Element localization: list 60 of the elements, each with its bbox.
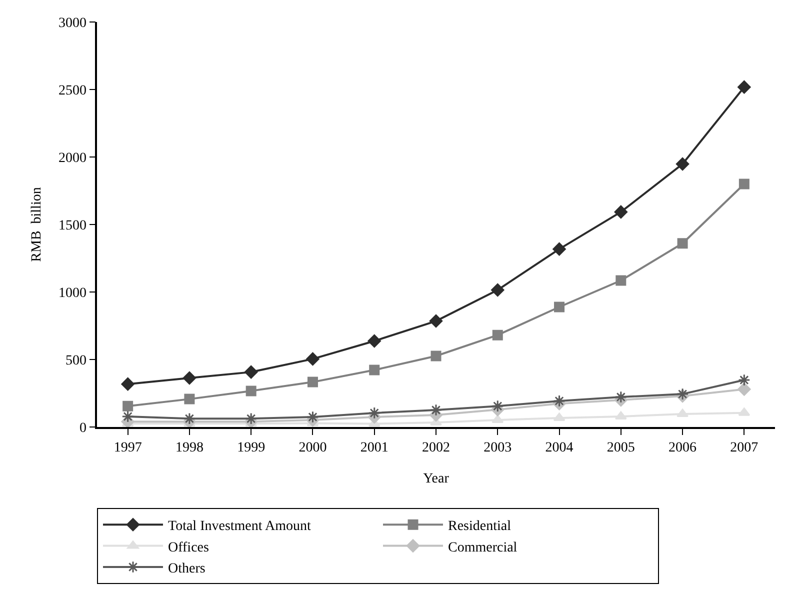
point (553, 394, 566, 408)
y-tick-label: 500 (65, 353, 86, 368)
point (491, 400, 504, 412)
y-tick-label: 0 (79, 420, 86, 436)
y-tick-label: 2000 (58, 150, 86, 166)
y-tick-label: 3000 (58, 16, 86, 31)
point (430, 404, 442, 416)
legend-label: Commercial (448, 540, 518, 556)
legend-label: Total Investment Amount (168, 519, 311, 534)
y-tick-label: 1000 (58, 286, 86, 301)
point (676, 408, 688, 418)
point (429, 314, 443, 328)
legend-label: Residential (448, 519, 512, 534)
x-tick-label: 2004 (545, 440, 574, 456)
point (244, 365, 258, 379)
point (616, 275, 626, 286)
point (738, 178, 750, 190)
point (676, 388, 689, 400)
point (246, 386, 256, 396)
point (738, 374, 750, 386)
point (677, 238, 688, 249)
point (306, 410, 319, 424)
point (491, 283, 504, 297)
x-tick-label: 2003 (484, 440, 512, 456)
point (306, 352, 320, 366)
x-tick-label: 1997 (114, 440, 142, 456)
point (430, 350, 442, 362)
x-tick-label: 2007 (730, 440, 758, 456)
legend-label: Offices (168, 540, 209, 556)
x-tick-label: 2006 (668, 440, 697, 456)
point (121, 377, 134, 391)
point (122, 400, 134, 412)
legend-label: Others (168, 561, 206, 576)
point (368, 334, 381, 348)
point (676, 157, 690, 171)
x-tick-label: 1998 (175, 440, 204, 456)
x-axis-title: Year (423, 471, 450, 486)
point (183, 412, 196, 425)
y-axis-title: RMB billion (30, 187, 45, 262)
point (738, 80, 751, 94)
point (492, 330, 503, 340)
point (552, 242, 566, 256)
point (122, 410, 134, 423)
x-tick-label: 2000 (298, 440, 327, 456)
point (369, 364, 380, 376)
point (554, 302, 565, 312)
point (368, 406, 381, 420)
x-tick-label: 1999 (237, 440, 266, 456)
y-tick-label: 2500 (58, 83, 86, 98)
x-tick-label: 2002 (422, 440, 450, 456)
point (184, 394, 195, 404)
point (307, 376, 318, 388)
point (614, 205, 628, 219)
point (614, 390, 628, 404)
x-tick-label: 2001 (360, 440, 388, 456)
point (738, 382, 751, 396)
point (182, 371, 196, 385)
point (244, 412, 258, 425)
x-tick-label: 2005 (606, 440, 635, 456)
y-tick-label: 1500 (58, 218, 86, 234)
